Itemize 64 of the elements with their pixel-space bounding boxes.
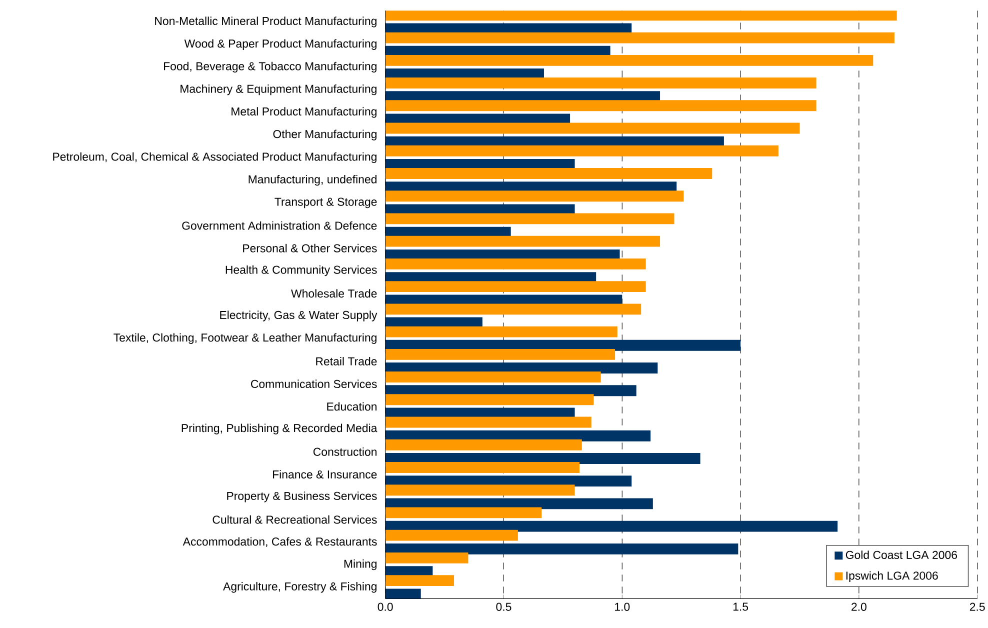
bar <box>385 54 874 66</box>
y-tick-label: Agriculture, Forestry & Fishing <box>223 582 376 593</box>
bar <box>385 588 421 599</box>
bar <box>385 168 712 179</box>
x-tick-label: 0.5 <box>496 602 512 611</box>
x-tick-label: 1.5 <box>733 602 748 611</box>
y-tick-label: Mining <box>344 559 376 570</box>
y-tick-label: Wholesale Trade <box>291 289 377 298</box>
bar <box>385 281 646 292</box>
bar <box>385 552 468 564</box>
bar <box>385 530 518 541</box>
bar <box>385 10 897 21</box>
y-tick-label: Metal Product Manufacturing <box>232 107 376 118</box>
y-tick-label: Manufacturing, undefined <box>248 174 376 186</box>
bar <box>385 213 674 224</box>
bar <box>385 507 542 518</box>
bar <box>385 484 575 496</box>
y-tick-label: Education <box>327 402 376 411</box>
legend-label: Ipswich LGA 2006 <box>846 571 938 582</box>
bar <box>385 236 660 247</box>
y-tick-label: Machinery & Equipment Manufacturing <box>180 84 376 96</box>
y-tick-label: Property & Business Services <box>227 492 377 502</box>
bar <box>385 394 594 406</box>
bar <box>385 78 816 88</box>
y-tick-label: Government Administration & Defence <box>182 221 377 230</box>
bar <box>385 372 601 382</box>
bar <box>385 100 816 112</box>
bar <box>385 462 580 473</box>
bar <box>385 122 800 134</box>
bar <box>385 304 642 315</box>
y-tick-label: Personal & Other Services <box>243 244 377 252</box>
y-tick-label: Wood & Paper Product Manufacturing <box>184 39 376 50</box>
y-tick-label: Communication Services <box>251 380 377 388</box>
y-tick-label: Cultural & Recreational Services <box>212 515 377 524</box>
bar <box>385 258 646 270</box>
y-tick-label: Food, Beverage & Tobacco Manufacturing <box>164 62 376 73</box>
x-tick-label: 2.5 <box>970 602 985 611</box>
y-tick-label: Health & Community Services <box>226 265 377 276</box>
x-tick-label: 2.0 <box>852 602 866 611</box>
x-tick-label: 0.0 <box>378 602 393 611</box>
bar <box>385 348 616 360</box>
bar <box>385 145 778 156</box>
y-tick-label: Finance & Insurance <box>273 470 377 478</box>
bar <box>385 543 738 554</box>
y-tick-label: Other Manufacturing <box>273 130 376 140</box>
y-tick-label: Petroleum, Coal, Chemical & Associated Product Manufacturing <box>53 152 376 164</box>
y-tick-label: Accommodation, Cafes & Restaurants <box>182 537 377 548</box>
y-tick-label: Construction <box>313 447 376 456</box>
bar <box>385 326 618 338</box>
bar <box>385 575 454 586</box>
x-tick-label: 1.0 <box>615 602 630 611</box>
legend-label: Gold Coast LGA 2006 <box>846 550 958 559</box>
y-tick-label: Non-Metallic Mineral Product Manufacturing <box>155 16 376 28</box>
bar <box>385 190 684 202</box>
bar <box>385 439 582 450</box>
bar <box>385 416 592 428</box>
bar <box>385 520 838 532</box>
bar <box>385 498 653 510</box>
y-tick-label: Retail Trade <box>316 357 377 366</box>
y-tick-label: Printing, Publishing & Recorded Media <box>182 424 378 434</box>
y-tick-label: Textile, Clothing, Footwear & Leather Manufacturing <box>114 333 376 344</box>
y-tick-label: Transport & Storage <box>274 198 377 208</box>
bar <box>385 32 894 44</box>
y-tick-label: Electricity, Gas & Water Supply <box>220 310 378 322</box>
